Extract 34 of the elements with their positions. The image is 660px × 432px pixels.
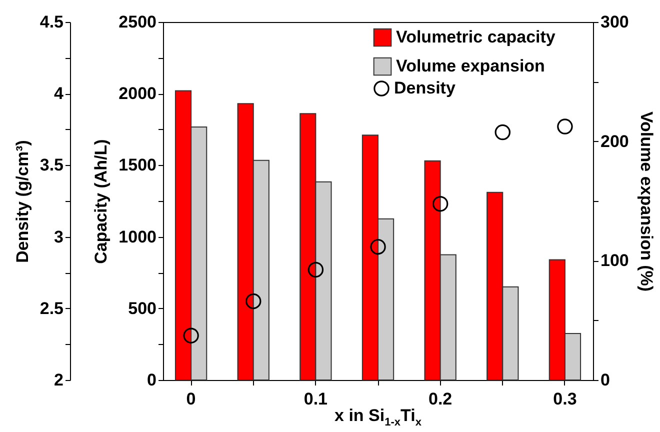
y2-tick-label: 0 bbox=[600, 370, 610, 390]
point bbox=[432, 196, 448, 212]
legend-label: Volume expansion bbox=[396, 56, 545, 76]
legend-label: Volumetric capacity bbox=[396, 28, 556, 46]
point bbox=[308, 262, 324, 278]
y-tick-label: 500 bbox=[128, 298, 156, 318]
y3-axis-title: Density (g/cm³) bbox=[12, 140, 32, 263]
point bbox=[557, 118, 573, 134]
y3-tick-label: 3.5 bbox=[40, 156, 64, 175]
x-tick-label: 0.3 bbox=[553, 390, 577, 408]
y3-tick-label: 2.5 bbox=[40, 298, 64, 318]
legend-label: Density bbox=[394, 78, 456, 98]
y2-axis-title: Volume expansion (%) bbox=[636, 111, 656, 292]
y-tick-label: 1500 bbox=[118, 156, 156, 175]
point bbox=[183, 328, 199, 344]
y-tick-label: 0 bbox=[147, 370, 156, 390]
y-tick-label: 2000 bbox=[118, 84, 156, 104]
y3-tick-label: 4 bbox=[54, 84, 64, 104]
y2-tick-label: 100 bbox=[600, 251, 629, 270]
y2-tick-label: 200 bbox=[600, 132, 629, 151]
y2-tick-label: 300 bbox=[600, 12, 629, 32]
y3-tick-label: 4.5 bbox=[40, 12, 64, 32]
x-tick-label: 0.1 bbox=[304, 390, 328, 408]
y-tick-label: 2500 bbox=[118, 12, 156, 32]
point bbox=[494, 124, 511, 140]
y3-tick-label: 2 bbox=[54, 370, 64, 390]
point bbox=[245, 293, 262, 310]
x-tick-label: 0 bbox=[186, 390, 196, 408]
x-axis-title: x in Si$_{1-x}$Ti$_{x}$ bbox=[334, 406, 422, 428]
x-tick-label: 0.2 bbox=[428, 390, 452, 408]
y-tick-label: 1000 bbox=[118, 227, 156, 246]
y-axis-title: Capacity (Ah/L) bbox=[92, 139, 111, 264]
point bbox=[370, 238, 386, 255]
y3-tick-label: 3 bbox=[54, 227, 64, 246]
